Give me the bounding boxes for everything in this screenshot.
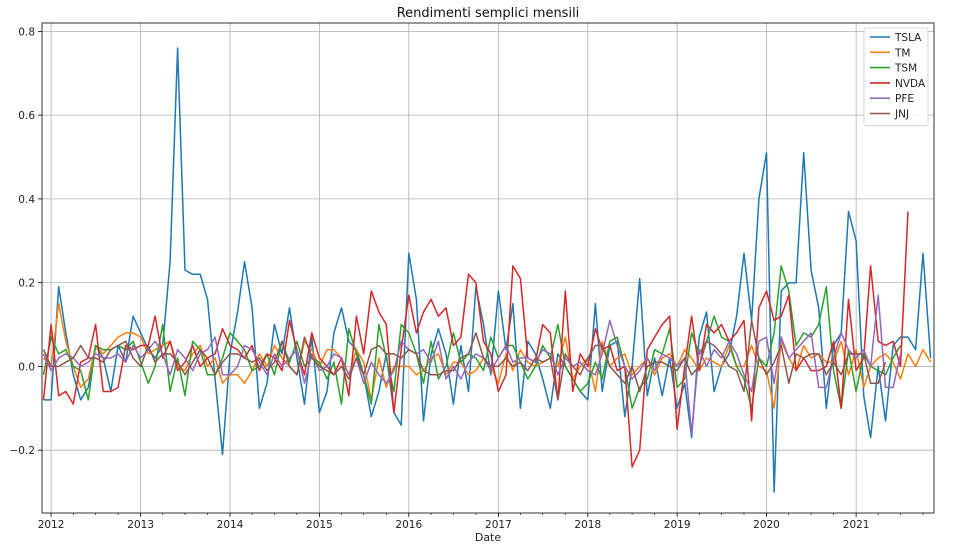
series-layer	[42, 47, 932, 493]
y-tick-label: −0.2	[10, 445, 36, 457]
y-tick-label: 0.6	[18, 110, 35, 122]
series-line-tsla	[43, 47, 932, 493]
x-tick-label: 2014	[217, 519, 244, 531]
y-tick-label: 0.0	[18, 361, 35, 373]
y-tick-label: 0.4	[18, 194, 35, 206]
x-tick-label: 2017	[485, 519, 512, 531]
legend-label-nvda: NVDA	[895, 78, 926, 90]
series-line-nvda	[42, 211, 909, 468]
x-axis-label: Date	[475, 531, 502, 544]
x-tick-label: 2013	[127, 519, 154, 531]
x-axis: 2012 2013 2014 2015 2016 2017 2018 2019 2020 2021	[38, 513, 924, 531]
y-tick-label: 0.8	[18, 26, 35, 38]
x-tick-label: 2012	[38, 519, 65, 531]
legend-label-jnj: JNJ	[894, 109, 909, 121]
y-axis: −0.2 0.0 0.2 0.4 0.6 0.8	[10, 26, 42, 457]
series-line-jnj	[42, 319, 887, 401]
series-line-tsm	[42, 265, 902, 410]
x-tick-label: 2018	[574, 519, 601, 531]
x-tick-label: 2016	[395, 519, 422, 531]
chart-title: Rendimenti semplici mensili	[397, 6, 580, 21]
legend-label-tsla: TSLA	[894, 32, 922, 44]
y-tick-label: 0.2	[18, 278, 35, 290]
x-tick-label: 2021	[843, 519, 870, 531]
legend-label-tm: TM	[894, 47, 910, 59]
x-tick-label: 2015	[306, 519, 333, 531]
legend-label-pfe: PFE	[895, 93, 914, 105]
plot-frame	[41, 22, 935, 514]
grid-lines	[42, 23, 934, 513]
x-tick-label: 2020	[753, 519, 780, 531]
x-tick-label: 2019	[664, 519, 691, 531]
legend: TSLA TM TSM NVDA PFE JNJ	[863, 27, 929, 127]
legend-label-tsm: TSM	[894, 63, 917, 75]
